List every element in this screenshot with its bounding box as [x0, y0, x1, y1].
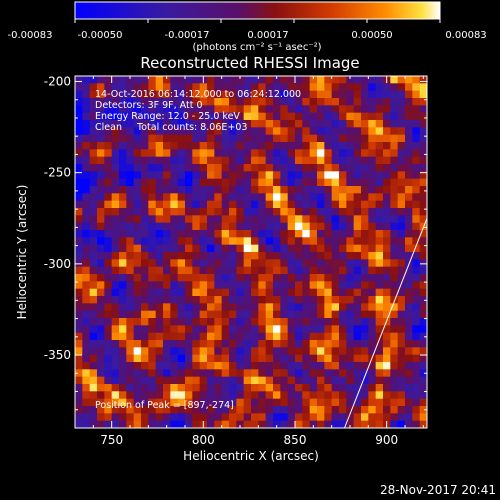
x-tick-label-1: 800 [192, 433, 215, 447]
x-axis: 750 800 850 900 [92, 76, 424, 447]
colorbar-tick-label-1: -0.00050 [78, 30, 123, 41]
annotation-time-range: 14-Oct-2016 06:14:12.000 to 06:24:12.000 [95, 89, 301, 100]
colorbar-ticks [74, 19, 441, 23]
colorbar-tick-label-0: -0.00083 [8, 30, 53, 41]
y-axis: -200 -250 -300 -350 [44, 74, 427, 411]
y-tick-label-0: -200 [44, 74, 71, 88]
colorbar-gradient [75, 2, 440, 19]
x-tick-label-3: 900 [375, 433, 398, 447]
footer-timestamp: 28-Nov-2017 20:41 [380, 483, 496, 497]
y-tick-label-2: -300 [44, 257, 71, 271]
colorbar-tick-label-3: 0.00017 [247, 30, 288, 41]
colorbar-tick-label-4: 0.00050 [351, 30, 392, 41]
annotations: 14-Oct-2016 06:14:12.000 to 06:24:12.000… [95, 89, 301, 411]
annotation-energy-range: Energy Range: 12.0 - 25.0 keV [95, 111, 240, 122]
chart-title: Reconstructed RHESSI Image [140, 54, 359, 72]
x-axis-label: Heliocentric X (arcsec) [183, 449, 319, 463]
y-axis-label: Heliocentric Y (arcsec) [15, 185, 29, 320]
colorbar-tick-label-5: 0.00083 [445, 30, 486, 41]
plot-frame [74, 75, 428, 429]
heatmap-image [75, 76, 427, 428]
colorbar-tick-label-2: -0.00017 [165, 30, 210, 41]
colorbar-unit-label: (photons cm⁻² s⁻¹ asec⁻²) [192, 42, 321, 53]
y-tick-label-3: -350 [44, 348, 71, 362]
y-tick-label-1: -250 [44, 166, 71, 180]
colorbar: -0.00083 -0.00050 -0.00017 0.00017 0.000… [8, 1, 487, 53]
annotation-clean-counts: Clean Total counts: 8.06E+03 [95, 122, 247, 133]
solar-limb-line [344, 218, 427, 428]
colorbar-frame [74, 1, 441, 20]
annotation-peak-position: Position of Peak = [897,-274] [95, 400, 234, 411]
x-tick-label-0: 750 [100, 433, 123, 447]
x-tick-label-2: 850 [284, 433, 307, 447]
annotation-detectors: Detectors: 3F 9F, Att 0 [95, 100, 203, 111]
